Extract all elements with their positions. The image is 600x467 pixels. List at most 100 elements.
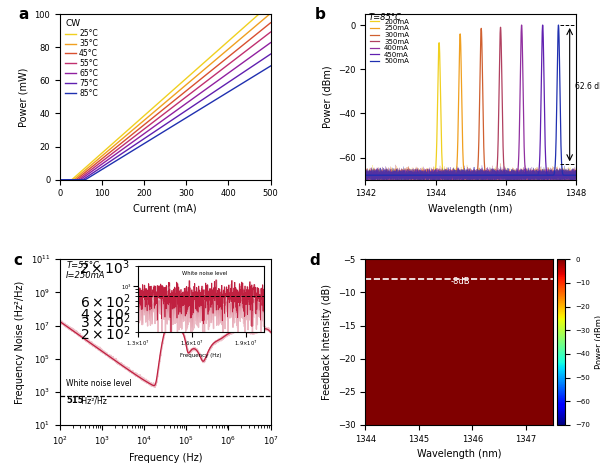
45°C bbox=[197, 77, 204, 82]
55°C bbox=[110, 149, 118, 155]
Line: 450mA: 450mA bbox=[365, 25, 576, 175]
55°C bbox=[56, 177, 64, 183]
350mA bbox=[362, 172, 369, 178]
450mA bbox=[362, 172, 369, 178]
350mA bbox=[412, 172, 419, 178]
500mA bbox=[410, 172, 418, 178]
75°C bbox=[152, 128, 159, 134]
35°C bbox=[197, 70, 204, 75]
35°C bbox=[94, 157, 101, 163]
250mA bbox=[457, 31, 464, 37]
25°C bbox=[181, 78, 188, 83]
55°C bbox=[267, 29, 274, 35]
25°C bbox=[267, 1, 274, 7]
X-axis label: Current (mA): Current (mA) bbox=[133, 204, 197, 214]
Line: 400mA: 400mA bbox=[365, 25, 576, 175]
75°C bbox=[197, 98, 204, 104]
400mA bbox=[362, 172, 369, 178]
45°C bbox=[110, 146, 118, 152]
25°C bbox=[56, 177, 64, 183]
45°C bbox=[94, 160, 101, 165]
450mA bbox=[413, 172, 420, 178]
55°C bbox=[152, 118, 159, 123]
200mA bbox=[572, 172, 580, 178]
350mA bbox=[410, 172, 418, 178]
Text: 62.6 dB: 62.6 dB bbox=[575, 82, 600, 92]
Text: -8dB: -8dB bbox=[451, 277, 471, 286]
350mA bbox=[497, 24, 504, 30]
45°C bbox=[215, 62, 222, 68]
Y-axis label: Power (dBm): Power (dBm) bbox=[595, 315, 600, 369]
500mA bbox=[413, 172, 420, 178]
35°C bbox=[215, 55, 222, 60]
55°C bbox=[181, 96, 188, 101]
45°C bbox=[181, 90, 188, 95]
85°C bbox=[267, 63, 274, 69]
200mA bbox=[571, 172, 578, 178]
300mA bbox=[410, 172, 418, 178]
Line: 45°C: 45°C bbox=[60, 23, 271, 180]
85°C bbox=[94, 170, 101, 175]
85°C bbox=[110, 159, 118, 165]
250mA bbox=[441, 172, 448, 178]
35°C bbox=[56, 177, 64, 183]
400mA bbox=[571, 172, 578, 178]
Y-axis label: Feedback Intensity (dB): Feedback Intensity (dB) bbox=[322, 284, 332, 400]
65°C bbox=[267, 40, 274, 45]
Line: 35°C: 35°C bbox=[60, 14, 271, 180]
25°C bbox=[197, 63, 204, 69]
45°C bbox=[152, 113, 159, 119]
Text: White noise level: White noise level bbox=[66, 380, 132, 389]
75°C bbox=[267, 51, 274, 57]
Line: 250mA: 250mA bbox=[365, 34, 576, 175]
Y-axis label: Frequency Noise (Hz²/Hz): Frequency Noise (Hz²/Hz) bbox=[15, 281, 25, 404]
450mA bbox=[572, 172, 580, 178]
400mA bbox=[572, 172, 580, 178]
350mA bbox=[413, 172, 420, 178]
500mA bbox=[362, 172, 369, 178]
400mA bbox=[518, 22, 525, 28]
Text: c: c bbox=[14, 253, 23, 268]
Text: a: a bbox=[18, 7, 28, 22]
200mA bbox=[436, 40, 443, 46]
250mA bbox=[412, 172, 419, 178]
250mA bbox=[572, 172, 580, 178]
250mA bbox=[413, 172, 420, 178]
Text: Hz²/Hz: Hz²/Hz bbox=[79, 396, 107, 405]
85°C bbox=[181, 116, 188, 122]
25°C bbox=[110, 140, 118, 145]
350mA bbox=[572, 172, 580, 178]
250mA bbox=[456, 37, 463, 42]
75°C bbox=[56, 177, 64, 183]
Text: b: b bbox=[315, 7, 326, 22]
300mA bbox=[412, 172, 419, 178]
X-axis label: Frequency (Hz): Frequency (Hz) bbox=[128, 453, 202, 463]
65°C bbox=[110, 153, 118, 158]
500mA bbox=[572, 172, 580, 178]
250mA bbox=[410, 172, 418, 178]
500mA bbox=[571, 172, 578, 178]
35°C bbox=[267, 11, 274, 16]
450mA bbox=[410, 172, 418, 178]
55°C bbox=[197, 83, 204, 89]
500mA bbox=[412, 172, 419, 178]
450mA bbox=[456, 172, 463, 178]
45°C bbox=[267, 20, 274, 26]
300mA bbox=[441, 172, 448, 178]
200mA bbox=[456, 172, 463, 178]
65°C bbox=[181, 102, 188, 108]
400mA bbox=[412, 172, 419, 178]
350mA bbox=[441, 172, 448, 178]
85°C bbox=[152, 134, 159, 140]
Text: 515: 515 bbox=[66, 396, 84, 405]
Text: d: d bbox=[309, 253, 320, 268]
45°C bbox=[56, 177, 64, 183]
Line: 350mA: 350mA bbox=[365, 27, 576, 175]
X-axis label: Wavelength (nm): Wavelength (nm) bbox=[428, 204, 513, 214]
450mA bbox=[412, 172, 419, 178]
400mA bbox=[413, 172, 420, 178]
Line: 85°C: 85°C bbox=[60, 66, 271, 180]
300mA bbox=[362, 172, 369, 178]
Line: 55°C: 55°C bbox=[60, 32, 271, 180]
400mA bbox=[456, 172, 463, 178]
